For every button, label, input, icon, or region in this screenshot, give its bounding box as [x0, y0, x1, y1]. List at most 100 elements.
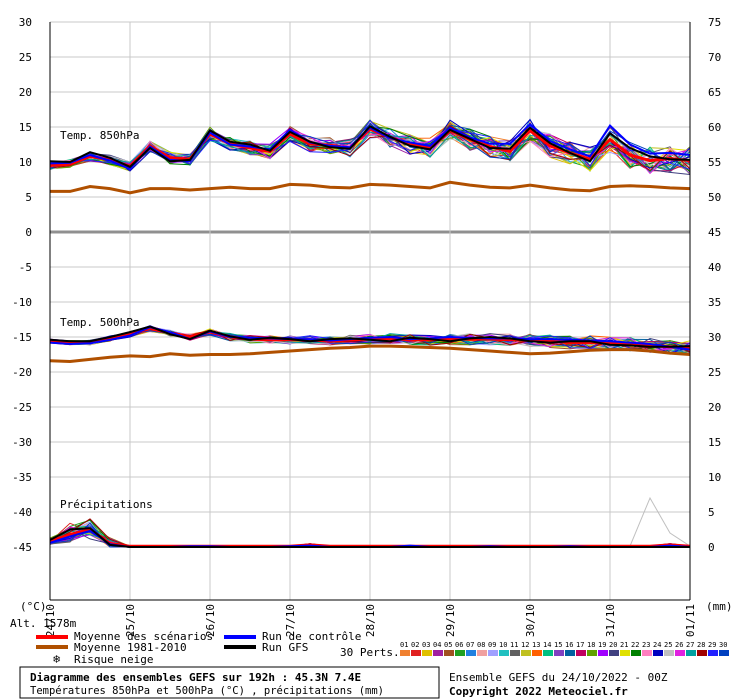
pert-swatch: [642, 650, 652, 656]
pert-swatch: [653, 650, 663, 656]
legend-clim-swatch: [36, 645, 68, 649]
legend-clim-label: Moyenne 1981-2010: [74, 641, 187, 654]
left-tick-label: 30: [19, 16, 32, 29]
pert-number: 24: [653, 641, 661, 649]
left-tick-label: -45: [12, 541, 32, 554]
panel-label-t500: Temp. 500hPa: [60, 316, 139, 329]
x-tick-label: 01/11: [684, 604, 697, 637]
pert-swatch: [620, 650, 630, 656]
legend: Moyenne des scénarios Moyenne 1981-2010 …: [36, 630, 729, 666]
pert-number: 16: [565, 641, 573, 649]
series-line-t850: [50, 180, 691, 195]
pert-swatch: [510, 650, 520, 656]
legend-control-swatch: [224, 635, 256, 639]
x-tick-label: 27/10: [284, 604, 297, 637]
pert-swatch: [554, 650, 564, 656]
pert-swatch: [631, 650, 641, 656]
x-tick-label: 25/10: [124, 604, 137, 637]
series-layer: [49, 118, 691, 548]
pert-swatch: [521, 650, 531, 656]
right-tick-label: 65: [708, 86, 721, 99]
left-tick-label: -20: [12, 366, 32, 379]
pert-swatch: [719, 650, 729, 656]
pert-number: 13: [532, 641, 540, 649]
pert-number: 17: [576, 641, 584, 649]
pert-number: 27: [686, 641, 694, 649]
pert-number: 28: [697, 641, 705, 649]
pert-swatch: [598, 650, 608, 656]
pert-swatch: [422, 650, 432, 656]
pert-number: 04: [433, 641, 441, 649]
legend-snow-label: Risque neige: [74, 653, 153, 666]
chart-title: Diagramme des ensembles GEFS sur 192h : …: [30, 671, 361, 684]
legend-mean-label: Moyenne des scénarios: [74, 630, 213, 643]
pert-number: 08: [477, 641, 485, 649]
series-line-t850: [49, 125, 691, 169]
pert-swatch: [565, 650, 575, 656]
panel-label-precip: Précipitations: [60, 498, 153, 511]
legend-gfs-label: Run GFS: [262, 641, 308, 654]
pert-swatch: [697, 650, 707, 656]
series-line-t500: [49, 344, 691, 364]
pert-swatch: [466, 650, 476, 656]
legend-perts-label: 30 Perts.: [340, 646, 400, 659]
pert-swatch: [499, 650, 509, 656]
right-tick-label: 25: [708, 366, 721, 379]
left-tick-label: 25: [19, 51, 32, 64]
right-tick-label: 45: [708, 226, 721, 239]
pert-swatch: [686, 650, 696, 656]
pert-swatch: [433, 650, 443, 656]
pert-number: 06: [455, 641, 463, 649]
right-tick-label: 5: [708, 506, 715, 519]
pert-number: 25: [664, 641, 672, 649]
right-tick-label: 15: [708, 436, 721, 449]
right-tick-label: 60: [708, 121, 721, 134]
left-tick-label: -15: [12, 331, 32, 344]
left-tick-label: -35: [12, 471, 32, 484]
pert-swatch: [587, 650, 597, 656]
pert-number: 19: [598, 641, 606, 649]
left-tick-label: 10: [19, 156, 32, 169]
right-tick-label: 70: [708, 51, 721, 64]
x-tick-label: 31/10: [604, 604, 617, 637]
pert-number: 09: [488, 641, 496, 649]
x-tick-label: 26/10: [204, 604, 217, 637]
pert-number: 18: [587, 641, 595, 649]
pert-number: 02: [411, 641, 419, 649]
left-tick-label: -5: [19, 261, 32, 274]
left-tick-label: 5: [25, 191, 32, 204]
run-info: Ensemble GEFS du 24/10/2022 - 00Z: [449, 671, 668, 684]
pert-swatch: [400, 650, 410, 656]
axes: [49, 22, 691, 601]
right-tick-label: 20: [708, 401, 721, 414]
legend-control-label: Run de contrôle: [262, 630, 361, 643]
pert-swatch: [411, 650, 421, 656]
pert-number: 03: [422, 641, 430, 649]
left-tick-label: -30: [12, 436, 32, 449]
pert-swatch: [455, 650, 465, 656]
pert-number: 26: [675, 641, 683, 649]
pert-swatch: [444, 650, 454, 656]
tick-labels: 302520151050-5-10-15-20-25-30-35-40-4575…: [12, 16, 721, 637]
title-box: [19, 666, 440, 699]
pert-swatch: [664, 650, 674, 656]
perturbation-legend: 01 02 03 04 05 06 07 08 09 10 11 12 13 14 15 16 17 18 19 20…: [400, 641, 729, 656]
x-tick-label: 28/10: [364, 604, 377, 637]
pert-number: 20: [609, 641, 617, 649]
panel-label-t850: Temp. 850hPa: [60, 129, 139, 142]
right-tick-label: 0: [708, 541, 715, 554]
series-line-precip: [49, 527, 690, 548]
legend-mean-swatch: [36, 635, 68, 639]
right-tick-label: 35: [708, 296, 721, 309]
pert-swatch: [488, 650, 498, 656]
pert-swatch: [609, 650, 619, 656]
left-tick-label: -10: [12, 296, 32, 309]
right-tick-label: 10: [708, 471, 721, 484]
altitude-label: Alt. 1578m: [10, 617, 77, 630]
right-tick-label: 55: [708, 156, 721, 169]
left-tick-label: 15: [19, 121, 32, 134]
x-tick-label: 30/10: [524, 604, 537, 637]
x-tick-label: 29/10: [444, 604, 457, 637]
pert-number: 12: [521, 641, 529, 649]
